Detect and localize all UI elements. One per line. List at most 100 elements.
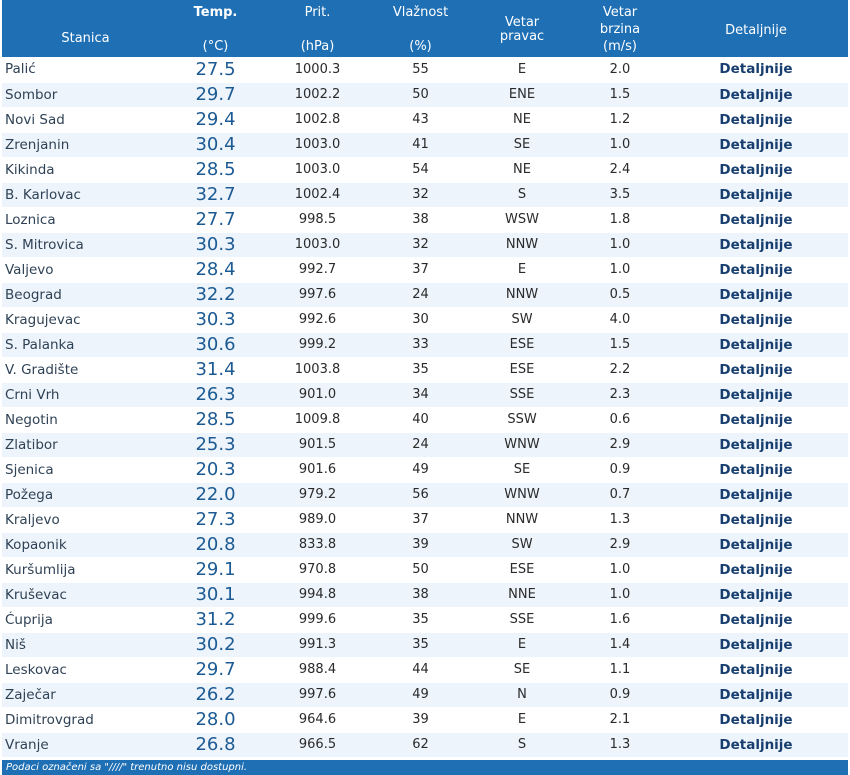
details-link[interactable]: Detaljnije [719, 61, 793, 78]
table-row: Kragujevac 30.3 992.6 30 SW 4.0 Detaljnije [2, 307, 848, 333]
pressure-value: 999.6 [262, 607, 373, 633]
wind-speed-value: 1.5 [576, 332, 664, 358]
details-link[interactable]: Detaljnije [719, 186, 793, 203]
details-link[interactable]: Detaljnije [719, 586, 793, 603]
wind-speed-value: 2.9 [576, 532, 664, 558]
wind-direction-value: NNE [468, 582, 576, 608]
humidity-value: 37 [373, 257, 468, 283]
station-name: Požega [2, 482, 169, 508]
wind-speed-value: 0.9 [576, 457, 664, 483]
details-link[interactable]: Detaljnije [719, 636, 793, 653]
details-link[interactable]: Detaljnije [719, 486, 793, 503]
table-row: Dimitrovgrad 28.0 964.6 39 E 2.1 Detaljnije [2, 707, 848, 733]
wind-direction-value: NNW [468, 232, 576, 258]
details-link[interactable]: Detaljnije [719, 711, 793, 728]
station-name: Leskovac [2, 657, 169, 683]
wind-direction-value: E [468, 257, 576, 283]
details-link[interactable]: Detaljnije [719, 136, 793, 153]
humidity-value: 32 [373, 182, 468, 208]
details-cell: Detaljnije [664, 207, 848, 233]
table-row: Sjenica 20.3 901.6 49 SE 0.9 Detaljnije [2, 457, 848, 483]
table-row: Sombor 29.7 1002.2 50 ENE 1.5 Detaljnije [2, 82, 848, 108]
table-row: Loznica 27.7 998.5 38 WSW 1.8 Detaljnije [2, 207, 848, 233]
pressure-value: 1009.8 [262, 407, 373, 433]
temperature-value: 28.5 [169, 157, 262, 183]
temperature-value: 25.3 [169, 432, 262, 458]
pressure-value: 1003.0 [262, 157, 373, 183]
station-name: Valjevo [2, 257, 169, 283]
temperature-value: 31.4 [169, 357, 262, 383]
wind-direction-value: NNW [468, 282, 576, 308]
details-link[interactable]: Detaljnije [719, 661, 793, 678]
humidity-value: 40 [373, 407, 468, 433]
details-link[interactable]: Detaljnije [719, 511, 793, 528]
station-name: Sombor [2, 82, 169, 108]
pressure-value: 1003.0 [262, 132, 373, 158]
table-row: B. Karlovac 32.7 1002.4 32 S 3.5 Detaljnije [2, 182, 848, 208]
table-row: Kopaonik 20.8 833.8 39 SW 2.9 Detaljnije [2, 532, 848, 558]
wind-direction-value: WNW [468, 482, 576, 508]
wind-direction-value: SSE [468, 607, 576, 633]
table-row: Ćuprija 31.2 999.6 35 SSE 1.6 Detaljnije [2, 607, 848, 633]
header-station-label: Stanica [61, 31, 110, 46]
details-link[interactable]: Detaljnije [719, 211, 793, 228]
details-link[interactable]: Detaljnije [719, 236, 793, 253]
details-link[interactable]: Detaljnije [719, 686, 793, 703]
details-cell: Detaljnije [664, 707, 848, 733]
wind-speed-value: 1.0 [576, 582, 664, 608]
details-link[interactable]: Detaljnije [719, 261, 793, 278]
details-link[interactable]: Detaljnije [719, 111, 793, 128]
table-row: Niš 30.2 991.3 35 E 1.4 Detaljnije [2, 632, 848, 658]
wind-speed-value: 1.0 [576, 557, 664, 583]
station-name: Zlatibor [2, 432, 169, 458]
wind-direction-value: E [468, 632, 576, 658]
wind-speed-value: 2.0 [576, 57, 664, 83]
details-link[interactable]: Detaljnije [719, 611, 793, 628]
temperature-value: 30.3 [169, 307, 262, 333]
details-cell: Detaljnije [664, 657, 848, 683]
weather-table: Stanica Temp. (°C) Prit. (hPa) Vlažnost … [2, 0, 848, 758]
wind-speed-value: 1.5 [576, 82, 664, 108]
details-link[interactable]: Detaljnije [719, 86, 793, 103]
details-link[interactable]: Detaljnije [719, 336, 793, 353]
wind-speed-value: 0.9 [576, 682, 664, 708]
station-name: Vranje [2, 732, 169, 758]
station-name: Palić [2, 57, 169, 83]
details-cell: Detaljnije [664, 632, 848, 658]
station-name: Novi Sad [2, 107, 169, 133]
table-body: Palić 27.5 1000.3 55 E 2.0 Detaljnije Sombor 29.… [2, 57, 848, 758]
pressure-value: 994.8 [262, 582, 373, 608]
details-link[interactable]: Detaljnije [719, 361, 793, 378]
wind-direction-value: S [468, 182, 576, 208]
pressure-value: 1000.3 [262, 57, 373, 83]
table-row: Kruševac 30.1 994.8 38 NNE 1.0 Detaljnije [2, 582, 848, 608]
details-link[interactable]: Detaljnije [719, 161, 793, 178]
wind-direction-value: NE [468, 157, 576, 183]
header-humidity-label: Vlažnost [392, 5, 449, 20]
details-link[interactable]: Detaljnije [719, 386, 793, 403]
details-link[interactable]: Detaljnije [719, 311, 793, 328]
details-link[interactable]: Detaljnije [719, 461, 793, 478]
details-cell: Detaljnije [664, 257, 848, 283]
details-cell: Detaljnije [664, 332, 848, 358]
wind-speed-value: 0.6 [576, 407, 664, 433]
wind-direction-value: ESE [468, 332, 576, 358]
wind-speed-value: 2.3 [576, 382, 664, 408]
station-name: Kragujevac [2, 307, 169, 333]
details-link[interactable]: Detaljnije [719, 561, 793, 578]
wind-direction-value: SE [468, 657, 576, 683]
temperature-value: 27.7 [169, 207, 262, 233]
table-row: S. Palanka 30.6 999.2 33 ESE 1.5 Detaljnije [2, 332, 848, 358]
temperature-value: 26.2 [169, 682, 262, 708]
details-link[interactable]: Detaljnije [719, 436, 793, 453]
details-link[interactable]: Detaljnije [719, 286, 793, 303]
header-details-label: Detaljnije [725, 23, 787, 38]
details-link[interactable]: Detaljnije [719, 536, 793, 553]
humidity-value: 39 [373, 707, 468, 733]
details-link[interactable]: Detaljnije [719, 411, 793, 428]
header-temp-unit: (°C) [202, 39, 229, 54]
header-station: Stanica [2, 0, 169, 57]
temperature-value: 27.3 [169, 507, 262, 533]
details-link[interactable]: Detaljnije [719, 736, 793, 753]
pressure-value: 1002.8 [262, 107, 373, 133]
